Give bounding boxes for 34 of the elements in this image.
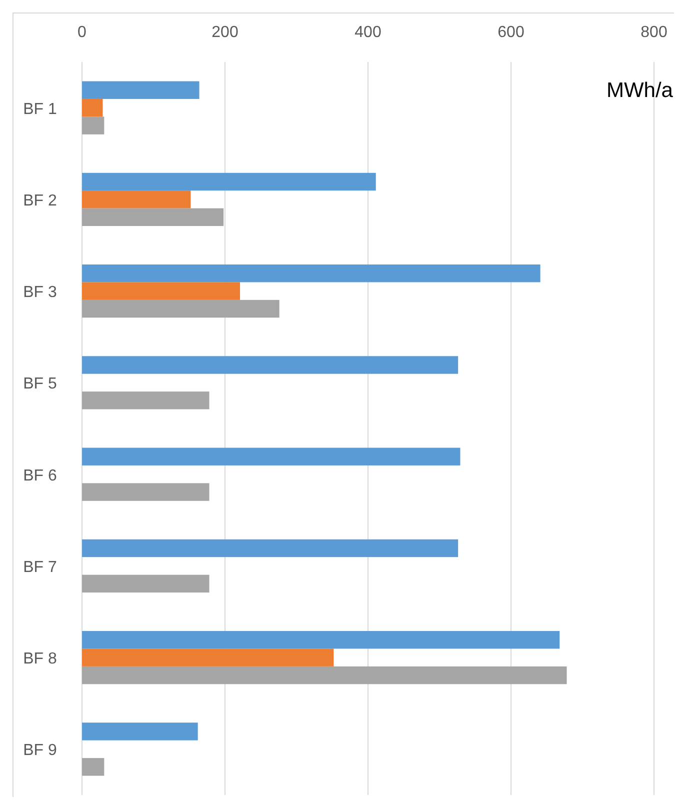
y-tick-label: BF 6 (23, 467, 57, 484)
y-tick-label: BF 5 (23, 376, 57, 393)
y-tick-label: BF 1 (23, 100, 57, 118)
bar (82, 98, 103, 117)
bar (82, 282, 240, 300)
bar (82, 116, 104, 134)
bar (82, 574, 210, 593)
bar (82, 630, 560, 649)
x-tick-label: 400 (354, 24, 382, 41)
x-tick-label: 0 (78, 24, 87, 41)
bar (82, 483, 210, 501)
y-tick-label: BF 7 (23, 558, 57, 576)
bar (82, 758, 104, 776)
x-tick-label: 200 (212, 24, 238, 41)
bar (82, 448, 460, 466)
bar (82, 190, 191, 208)
x-tick-label: 800 (640, 24, 668, 41)
bar (82, 208, 224, 226)
y-tick-label: BF 2 (23, 192, 57, 210)
bar (82, 539, 458, 558)
bar (82, 172, 376, 191)
y-tick-label: BF 3 (23, 284, 57, 302)
bar (82, 300, 280, 318)
x-tick-label: 600 (498, 24, 524, 41)
bar (82, 666, 567, 684)
annotation: MWh/a (606, 79, 674, 102)
y-tick-label: BF 9 (23, 742, 57, 760)
y-tick-label: BF 8 (23, 650, 57, 668)
bar (82, 392, 210, 410)
bar (82, 722, 198, 740)
bar (82, 356, 458, 374)
bar (82, 81, 200, 99)
bar (82, 648, 334, 666)
bar (82, 264, 540, 282)
